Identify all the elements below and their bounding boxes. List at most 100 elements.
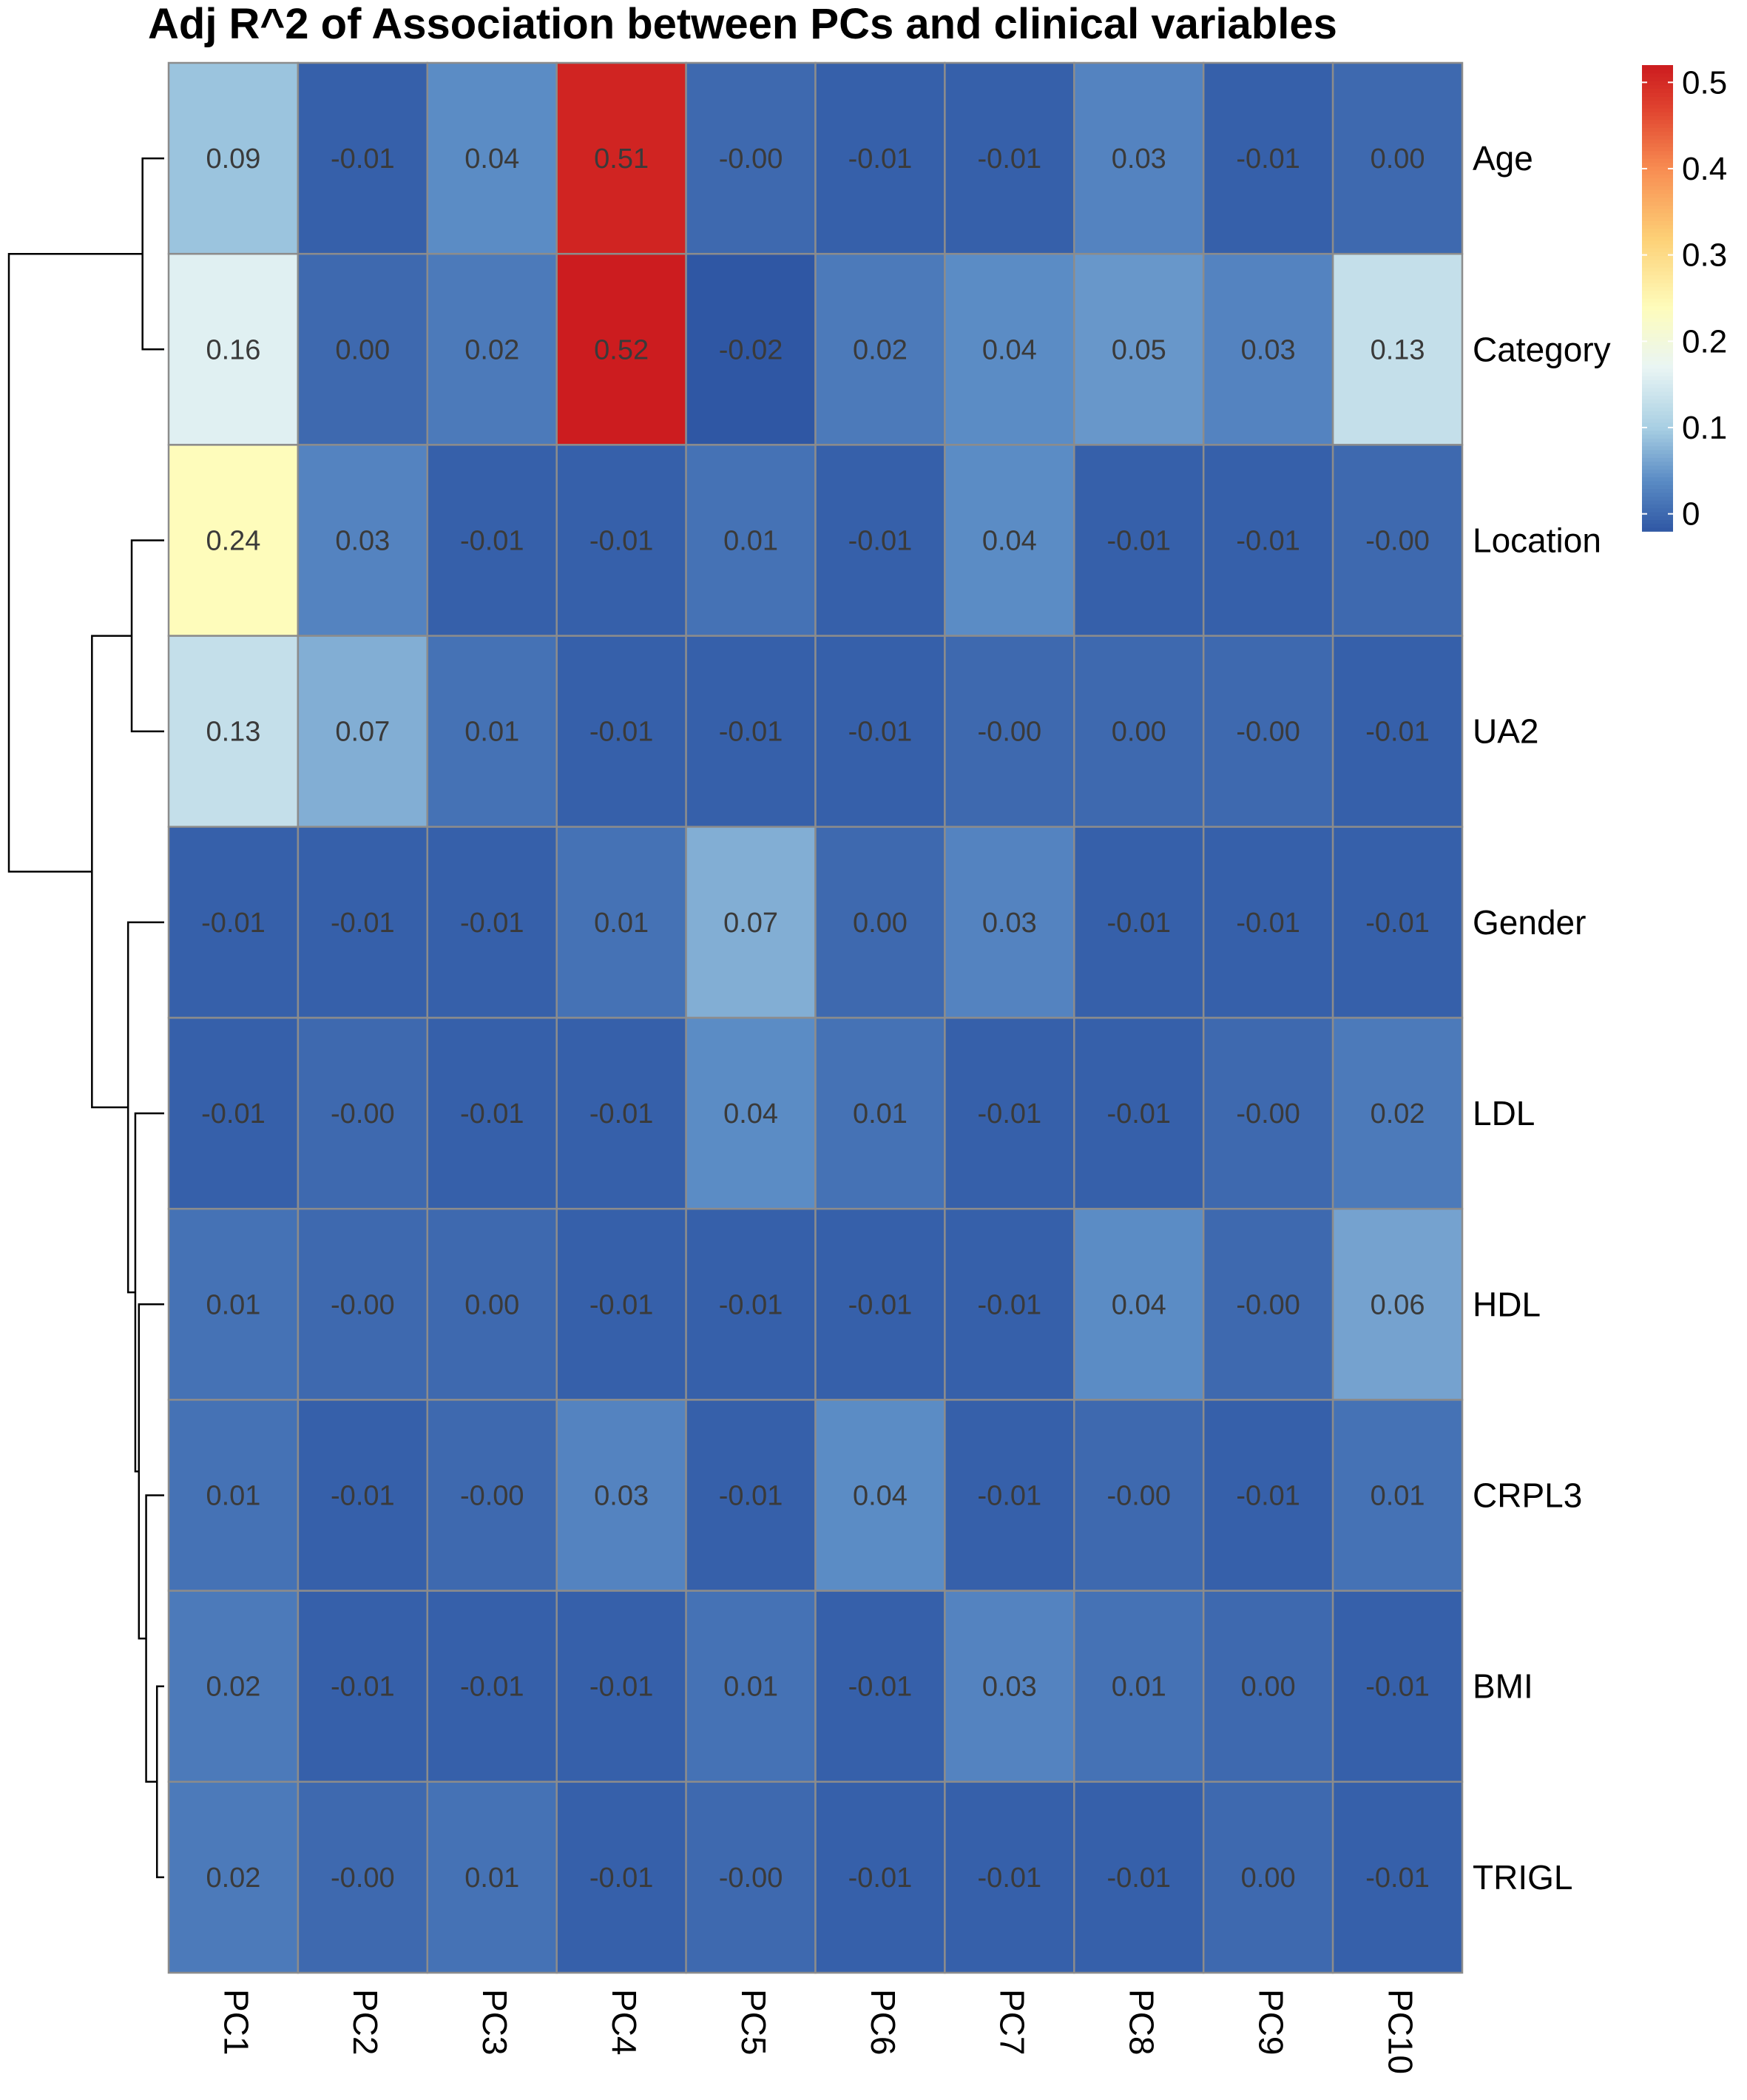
cell-value-label: 0.04 [982,334,1037,365]
row-label-category: Category [1473,330,1611,368]
heatmap-cells [167,61,1464,1974]
row-label-gender: Gender [1473,903,1586,942]
legend-gradient-segment [1642,407,1673,412]
legend-gradient-segment [1642,430,1673,435]
legend-gradient-segment [1642,414,1673,419]
row-label-ua2: UA2 [1473,712,1538,751]
heatmap-cell-LDL-PC10 [1331,1016,1464,1210]
cell-value-label: 0.01 [464,1863,519,1894]
cell-value-label: -0.00 [1236,717,1300,748]
legend-gradient-segment [1642,387,1673,392]
heatmap-cell-UA2-PC6 [814,635,946,828]
column-label-pc10: PC10 [1381,1989,1419,2074]
legend-gradient-segment [1642,251,1673,257]
heatmap-cell-LDL-PC1 [167,1016,300,1210]
legend-gradient-segment [1642,500,1673,505]
legend-gradient-segment [1642,224,1673,229]
cell-value-label: 0.02 [853,334,908,365]
heatmap-cell-CRPL3-PC8 [1073,1399,1205,1592]
cell-value-label: -0.01 [1236,1481,1300,1512]
heatmap-cell-CRPL3-PC1 [167,1399,300,1592]
column-label-pc7: PC7 [993,1989,1032,2055]
legend-gradient-segment [1642,325,1673,330]
legend-gradient-segment [1642,104,1673,109]
legend-gradient-segment [1642,340,1673,345]
cell-value-label: 0.03 [982,908,1037,939]
legend-gradient-segment [1642,383,1673,388]
column-label-pc5: PC5 [734,1989,773,2055]
cell-value-label: -0.01 [1365,1863,1430,1894]
legend-gradient-segment [1642,267,1673,272]
legend-gradient-segment [1642,364,1673,369]
cell-value-label: 0.02 [464,334,519,365]
legend-gradient-segment [1642,169,1673,175]
cell-value-label: 0.03 [1112,144,1166,175]
heatmap-cell-UA2-PC2 [297,635,429,828]
legend-gradient-segment [1642,422,1673,428]
legend-gradient-segment [1642,271,1673,276]
legend-gradient-segment [1642,473,1673,478]
legend-gradient-segment [1642,119,1673,124]
legend-gradient-segment [1642,465,1673,470]
color-legend: 0 0.1 0.2 0.3 0.4 0.5 [1642,64,1727,533]
legend-gradient-segment [1642,88,1673,93]
legend-gradient-segment [1642,81,1673,86]
cell-value-label: 0.00 [464,1289,519,1320]
legend-gradient-segment [1642,314,1673,319]
heatmap-cell-LDL-PC5 [685,1016,817,1210]
cell-value-label: -0.00 [331,1098,395,1130]
cell-value-label: -0.01 [589,526,654,557]
heatmap-cell-BMI-PC5 [685,1590,817,1783]
row-dendrogram [7,157,164,1879]
legend-gradient-segment [1642,511,1673,516]
legend-gradient-segment [1642,107,1673,112]
legend-gradient-segment [1642,162,1673,167]
legend-gradient-segment [1642,92,1673,97]
cell-value-label: -0.00 [460,1481,524,1512]
cell-value-label: 0.01 [206,1289,260,1320]
cell-value-label: 0.04 [1112,1289,1166,1320]
heatmap-cell-Location-PC9 [1202,444,1334,637]
legend-gradient-segment [1642,379,1673,385]
column-label-pc4: PC4 [605,1989,643,2055]
heatmap-cell-Age-PC8 [1073,61,1205,255]
heatmap-cell-HDL-PC1 [167,1207,300,1401]
legend-gradient-segment [1642,158,1673,163]
legend-gradient-segment [1642,216,1673,221]
row-label-age: Age [1473,139,1533,178]
legend-gradient-segment [1642,278,1673,283]
cell-value-label: -0.01 [978,144,1042,175]
cell-value-label: 0.16 [206,334,260,365]
legend-gradient-segment [1642,181,1673,186]
legend-tick-label: 0.3 [1682,237,1727,274]
cell-value-label: 0.02 [206,1672,260,1703]
legend-gradient-segment [1642,476,1673,482]
heatmap-cell-HDL-PC5 [685,1207,817,1401]
legend-gradient-segment [1642,352,1673,357]
legend-gradient-segment [1642,200,1673,206]
heatmap-cell-UA2-PC7 [944,635,1075,828]
heatmap-cell-TRIGL-PC4 [555,1780,687,1974]
legend-gradient-segment [1642,240,1673,245]
legend-gradient-segment [1642,329,1673,334]
row-label-crpl3: CRPL3 [1473,1476,1582,1515]
cell-value-label: -0.01 [1106,908,1171,939]
cell-value-label: -0.00 [331,1289,395,1320]
cell-value-label: 0.03 [335,526,390,557]
legend-gradient-segment [1642,442,1673,447]
cell-value-label: 0.03 [982,1672,1037,1703]
legend-gradient-segment [1642,376,1673,381]
heatmap-cell-Gender-PC8 [1073,826,1205,1019]
legend-gradient-segment [1642,305,1673,311]
cell-value-label: 0.13 [206,717,260,748]
cell-value-label: 0.05 [1112,334,1166,365]
heatmap-cell-Category-PC1 [167,252,300,446]
legend-gradient-segment [1642,76,1673,81]
heatmap-cell-LDL-PC2 [297,1016,429,1210]
legend-gradient-segment [1642,504,1673,509]
cell-value-label: -0.01 [1106,1863,1171,1894]
cell-value-label: -0.01 [848,1289,913,1320]
legend-gradient-segment [1642,150,1673,155]
